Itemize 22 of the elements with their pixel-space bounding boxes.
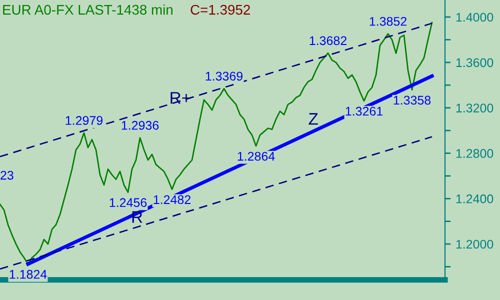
annotation: 23 bbox=[0, 170, 14, 180]
y-tick-label: 1.2800 bbox=[456, 149, 494, 158]
series-label: Z bbox=[308, 113, 318, 125]
annotation: 1.1824 bbox=[10, 270, 47, 279]
annotation: 1.2864 bbox=[238, 152, 275, 161]
y-tick-label: 1.2400 bbox=[456, 194, 494, 204]
annotation: 1.3682 bbox=[310, 36, 346, 46]
annotation: 1.3369 bbox=[206, 72, 243, 81]
annotation: 1.2482 bbox=[154, 195, 190, 204]
annotation: 1.3358 bbox=[394, 96, 431, 105]
y-tick-label: 1.3600 bbox=[456, 58, 494, 68]
annotation: 1.2979 bbox=[66, 116, 103, 125]
annotation: 1.3261 bbox=[346, 106, 383, 116]
annotation: 1.3852 bbox=[370, 16, 406, 26]
annotation: 1.2456 bbox=[110, 198, 147, 208]
chart-title: EUR A0-FX LAST-1438 min bbox=[3, 4, 172, 15]
y-tick-label: 1.2000 bbox=[456, 240, 494, 249]
chart-subtitle: C=1.3952 bbox=[190, 4, 250, 15]
y-tick-label: 1.4000 bbox=[456, 12, 494, 22]
y-tick-label: 1.3200 bbox=[456, 104, 494, 112]
series-label: R bbox=[132, 211, 142, 223]
annotation: 1.2936 bbox=[122, 120, 159, 130]
